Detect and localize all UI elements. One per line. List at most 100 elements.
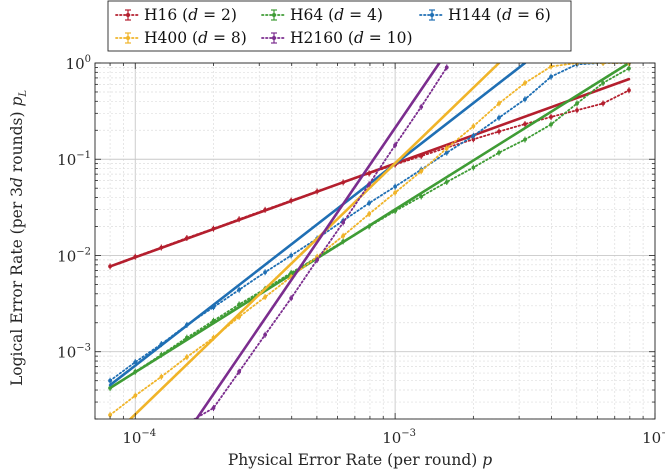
data-point [184,335,189,340]
data-point [393,184,398,189]
data-point [601,81,605,85]
data-point [627,66,631,71]
data-point [289,253,294,258]
data-point [419,104,424,109]
data-point [341,239,346,244]
data-point [211,406,216,410]
legend-symbol [261,9,287,21]
data-point [133,393,138,398]
data-point [444,180,449,184]
data-point [159,245,164,250]
data-point [263,295,268,299]
x-tick-label: 10−4 [122,428,156,447]
data-point [575,108,579,113]
legend-label: H16 (d = 2) [144,6,237,24]
legend-entry: H16 (d = 2) [115,6,237,24]
data-point [237,217,242,222]
data-point [419,154,424,158]
data-point [444,150,449,155]
data-point [575,101,579,106]
legend-marker [126,13,130,17]
legend-marker [272,36,276,40]
data-point [237,369,242,374]
data-point [315,257,320,262]
series-1 [108,63,631,391]
data-point [471,124,476,129]
data-point [289,270,294,275]
data-point [549,74,553,79]
series-4 [192,63,449,419]
data-point [523,122,527,126]
legend-symbol [419,9,445,21]
data-point [601,101,605,106]
data-point [133,254,138,259]
data-point [393,190,398,195]
data-point [341,220,346,225]
data-point [237,315,242,319]
data-point [367,224,371,229]
legend-marker [272,13,276,17]
data-point [133,369,138,374]
legend-symbol [261,32,287,44]
data-point [549,122,553,127]
data-point [263,332,268,337]
data-point [211,318,216,323]
data-point [523,97,527,102]
data-point [263,207,268,212]
data-point [367,212,371,216]
legend-label: H144 (d = 6) [448,6,551,24]
data-point [367,201,371,206]
data-point [237,287,242,292]
x-tick-label: 10−3 [382,428,416,447]
data-point [497,115,501,120]
fit-line [194,63,441,419]
legend-entry: H2160 (d = 10) [261,29,413,47]
legend-symbol [115,9,141,21]
data-point [471,137,476,142]
legend-entry: H144 (d = 6) [419,6,551,24]
data-point [184,236,189,240]
data-point [497,129,501,134]
data-point [367,182,371,187]
data-point [289,198,294,203]
legend-entry: H400 (d = 8) [115,29,247,47]
data-point [263,270,268,275]
data-point [211,226,216,231]
data-point [108,378,112,383]
x-tick-label: 10−2 [642,428,665,447]
data-point [497,101,501,106]
data-point [627,88,631,93]
y-tick-label: 10−2 [57,246,91,265]
legend: H16 (d = 2) H64 (d = 4) H144 (d = 6) H40… [107,0,572,52]
y-tick-labels: 10−3 10−2 10−1 100 [57,54,91,362]
data-point [393,209,398,213]
data-point [367,171,371,176]
tick-marks [94,62,656,420]
data-point [471,165,476,170]
data-point [497,150,501,155]
y-tick-label: 10−3 [57,343,91,362]
data-point [419,194,424,199]
data-point [184,355,189,359]
series-3 [108,63,631,419]
legend-marker [430,13,434,17]
legend-label: H64 (d = 4) [290,6,383,24]
data-point [108,413,112,417]
data-point [471,133,476,138]
data-point [237,302,242,307]
data-point [108,264,112,269]
legend-entry: H64 (d = 4) [261,6,383,24]
data-point [393,143,398,148]
x-tick-labels: 10−4 10−3 10−2 [122,428,665,447]
fit-line [128,63,501,419]
data-point [549,115,553,119]
data-point [184,323,189,327]
data-point [419,169,424,174]
data-point [159,374,164,379]
data-point [211,335,216,340]
data-point [523,81,527,85]
legend-label: H2160 (d = 10) [290,29,413,47]
data-point [159,342,164,347]
axes-box [94,62,656,420]
